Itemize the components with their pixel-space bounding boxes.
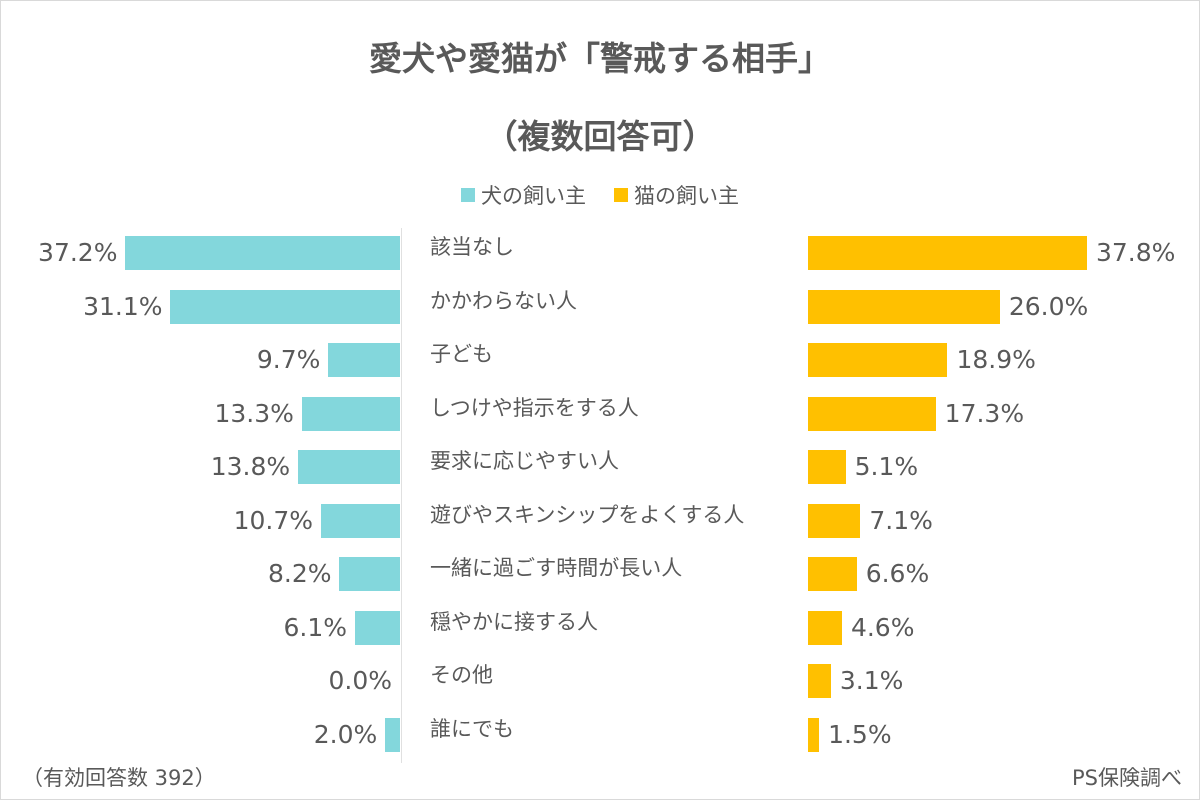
bar-dog: [298, 450, 400, 484]
category-label: 子ども: [430, 342, 493, 366]
category-label: その他: [430, 663, 493, 687]
category-label: かかわらない人: [430, 288, 577, 313]
category-label: 穏やかに接する人: [430, 609, 598, 634]
source-note: PS保険調べ: [1072, 766, 1182, 790]
legend-swatch-dog: [461, 188, 475, 202]
center-axis-line: [401, 228, 402, 763]
category-label: 該当なし: [430, 235, 514, 259]
bar-cat: [808, 289, 1000, 324]
value-label-cat: 18.9%: [956, 345, 1036, 374]
category-label: 要求に応じやすい人: [430, 449, 619, 473]
legend-item-cat: 猫の飼い主: [614, 180, 739, 210]
bar-cat: [808, 664, 831, 698]
value-label-cat: 5.1%: [854, 452, 919, 481]
bar-dog: [321, 503, 400, 538]
bar-dog: [339, 557, 400, 591]
sample-size-note: （有効回答数 392）: [22, 766, 216, 790]
bar-dog: [354, 610, 400, 645]
legend-label-cat: 猫の飼い主: [634, 184, 739, 208]
value-label-cat: 4.6%: [850, 612, 915, 642]
value-label-dog: 10.7%: [233, 505, 314, 535]
bar-cat: [808, 557, 857, 591]
value-label-dog: 2.0%: [313, 719, 378, 749]
bar-cat: [808, 396, 936, 431]
value-label-cat: 37.8%: [1095, 238, 1176, 267]
bar-cat: [808, 610, 842, 645]
chart-title: 愛犬や愛猫が「警戒する相手」: [369, 39, 831, 78]
category-label: 遊びやスキンシップをよくする人: [430, 502, 745, 527]
legend-swatch-cat: [614, 188, 628, 202]
bar-dog: [170, 289, 400, 324]
legend: 犬の飼い主 猫の飼い主: [0, 180, 1200, 210]
bar-cat: [808, 236, 1087, 270]
value-label-dog: 31.1%: [83, 291, 163, 321]
category-label: 誰にでも: [430, 716, 514, 741]
value-label-cat: 17.3%: [944, 398, 1025, 428]
value-label-cat: 7.1%: [869, 505, 933, 535]
value-label-dog: 0.0%: [328, 666, 392, 695]
value-label-dog: 13.8%: [210, 452, 291, 481]
bar-dog: [385, 717, 400, 752]
value-label-dog: 37.2%: [38, 238, 118, 267]
bar-cat: [808, 450, 846, 484]
bar-cat: [808, 717, 820, 752]
value-label-dog: 9.7%: [256, 345, 321, 374]
value-label-dog: 8.2%: [267, 559, 332, 588]
bar-dog: [328, 343, 400, 377]
bar-dog: [301, 396, 400, 431]
bar-cat: [808, 503, 861, 538]
value-label-dog: 6.1%: [283, 612, 347, 642]
bar-dog: [125, 236, 400, 270]
legend-item-dog: 犬の飼い主: [461, 180, 586, 210]
bar-cat: [808, 343, 948, 377]
category-label: しつけや指示をする人: [430, 395, 639, 420]
chart-subtitle: （複数回答可）: [484, 117, 716, 156]
category-label: 一緒に過ごす時間が長い人: [430, 556, 683, 580]
value-label-dog: 13.3%: [214, 398, 294, 428]
legend-label-dog: 犬の飼い主: [481, 184, 586, 208]
value-label-cat: 1.5%: [828, 719, 892, 749]
value-label-cat: 6.6%: [865, 559, 930, 588]
value-label-cat: 26.0%: [1008, 291, 1089, 321]
value-label-cat: 3.1%: [839, 666, 904, 695]
